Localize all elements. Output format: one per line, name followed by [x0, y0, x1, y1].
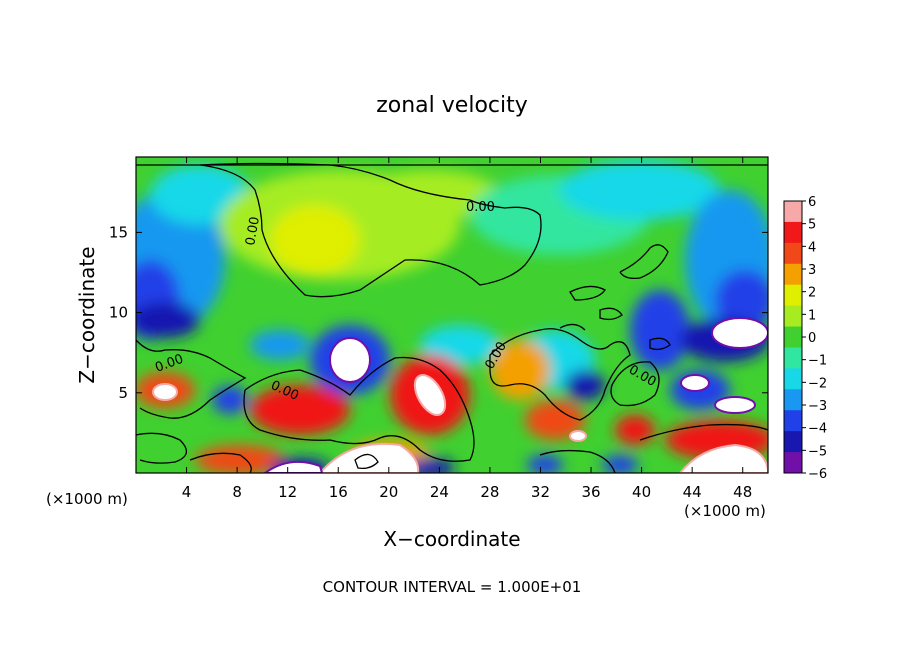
colorbar-swatch [784, 326, 802, 348]
contour-line [189, 452, 252, 473]
blob [420, 325, 500, 365]
x-tick-label: 40 [632, 483, 651, 501]
contour-line [136, 432, 187, 464]
contour-line [199, 162, 542, 298]
x-tick-label: 20 [379, 483, 398, 501]
colorbar-swatch [784, 368, 802, 390]
blob [525, 400, 585, 440]
white-patch [318, 442, 420, 473]
contour-line [569, 285, 606, 301]
contour-line [559, 323, 586, 331]
contour-line [619, 244, 669, 280]
colorbar-tick-label: −3 [808, 399, 827, 414]
colorbar-swatch [784, 410, 802, 432]
x-tick-label: 4 [182, 483, 192, 501]
contour-line [243, 356, 475, 462]
colorbar-swatch [784, 201, 802, 223]
white-patch [569, 430, 587, 442]
colorbar: 6 5 4 3 2 1 0 −1 −2 −3 −4 −5 −6 [783, 195, 827, 482]
contour-line [639, 423, 768, 441]
blob [560, 160, 720, 220]
y-tick-label: 5 [118, 384, 128, 402]
x-tick-label: 12 [278, 483, 297, 501]
blob [565, 370, 605, 400]
y-axis-label: Z−coordinate [75, 246, 99, 383]
plot-frame [135, 156, 769, 474]
colorbar-swatch [784, 284, 802, 307]
x-tick-label: 44 [683, 483, 702, 501]
x-tick-label: 48 [733, 483, 752, 501]
blob [195, 445, 285, 473]
contour-line [354, 453, 379, 470]
contour-line [489, 328, 631, 421]
x-tick-label: 28 [480, 483, 499, 501]
x-unit-left: (×1000 m) [46, 490, 128, 508]
contour-line [649, 337, 671, 351]
contour-line [136, 339, 247, 419]
white-patch [678, 443, 768, 473]
white-patch [263, 460, 324, 473]
white-patch [152, 383, 178, 401]
x-tick-label: 24 [430, 483, 449, 501]
x-unit-right: (×1000 m) [684, 502, 766, 520]
y-axis: 5 10 15 [109, 223, 768, 402]
colorbar-swatch [784, 431, 802, 453]
blob [250, 330, 310, 360]
y-tick-label: 10 [109, 304, 128, 322]
x-tick-label: 8 [232, 483, 242, 501]
colorbar-swatch [784, 263, 802, 286]
colorbar-tick-label: 0 [808, 331, 816, 346]
colorbar-swatch [784, 242, 802, 265]
x-tick-label: 32 [531, 483, 550, 501]
contour-line [610, 361, 660, 407]
blob [212, 386, 248, 414]
white-patch [680, 374, 710, 392]
off-scale-regions [152, 317, 768, 473]
blob [630, 290, 690, 370]
white-patch [413, 374, 447, 416]
colorbar-swatch [784, 347, 802, 369]
y-tick-label: 15 [109, 223, 128, 241]
x-tick-label: 36 [581, 483, 600, 501]
blob [270, 205, 360, 275]
colorbar-tick-label: 4 [808, 240, 816, 255]
colorbar-tick-label: −4 [808, 422, 827, 437]
colorbar-tick-label: 6 [808, 195, 816, 210]
blob [136, 302, 200, 338]
colorbar-tick-label: 2 [808, 286, 816, 301]
chart-title: zonal velocity [376, 93, 528, 118]
contour-label: 0.00 [243, 216, 263, 247]
x-axis-label: X−coordinate [383, 527, 520, 551]
color-blobs [136, 160, 768, 473]
colorbar-swatch [784, 452, 802, 474]
colorbar-tick-label: −5 [808, 444, 827, 459]
colorbar-tick-label: 3 [808, 263, 816, 278]
colorbar-tick-label: 5 [808, 218, 816, 233]
contour-line [599, 307, 623, 321]
blob [527, 455, 563, 473]
blob [615, 415, 655, 445]
zero-contours [136, 162, 768, 473]
x-tick-label: 16 [329, 483, 348, 501]
colorbar-swatch [784, 305, 802, 328]
colorbar-swatch [784, 389, 802, 411]
x-axis: 4 8 12 16 20 24 28 32 36 40 44 48 [182, 157, 752, 501]
colorbar-tick-label: −1 [808, 354, 827, 369]
contour-label: 0.00 [466, 200, 495, 215]
blob [715, 270, 768, 330]
colorbar-swatch [784, 221, 802, 244]
colorbar-tick-label: −2 [808, 376, 827, 391]
velocity-field: 0.00 0.00 0.00 0.00 0.00 0.00 [136, 157, 768, 473]
colorbar-tick-label: 1 [808, 308, 816, 323]
blob [602, 455, 638, 473]
contour-line [539, 449, 616, 473]
contour-interval-footer: CONTOUR INTERVAL = 1.000E+01 [323, 578, 582, 596]
white-patch [711, 317, 768, 349]
blob [490, 340, 550, 400]
white-patch [714, 396, 756, 414]
blob [250, 385, 350, 435]
colorbar-tick-label: −6 [808, 467, 827, 482]
white-patch [329, 337, 371, 383]
